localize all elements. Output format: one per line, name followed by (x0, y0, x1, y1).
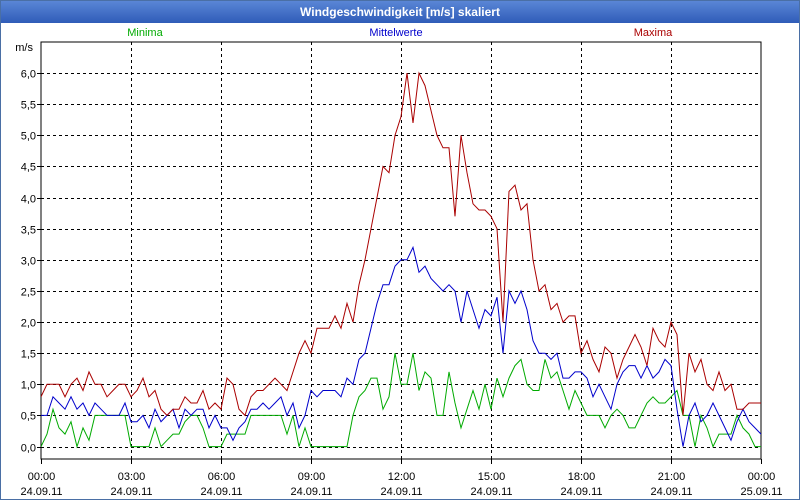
y-tick-label: 2,0 (21, 318, 36, 330)
y-tick-label: 3,5 (21, 225, 36, 237)
series-line-minima (41, 353, 761, 449)
series-lines (41, 71, 761, 449)
x-tick-date-label: 24.09.11 (200, 486, 242, 498)
x-tick-date-label: 24.09.11 (20, 486, 62, 498)
legend-mittelwerte: Mittelwerte (369, 27, 422, 39)
x-tick-time-label: 21:00 (658, 471, 686, 483)
y-tick-label: 3,0 (21, 256, 36, 268)
y-tick-label: 5,0 (21, 131, 36, 143)
series-line-mittelwerte (41, 245, 761, 447)
legend-minima: Minima (127, 27, 163, 39)
x-tick-date-label: 24.09.11 (650, 486, 692, 498)
y-tick-label: 0,5 (21, 411, 36, 423)
x-tick-date-label: 24.09.11 (560, 486, 602, 498)
x-tick-date-label: 25.09.11 (740, 486, 782, 498)
x-tick-date-label: 24.09.11 (470, 486, 512, 498)
x-tick-date-label: 24.09.11 (290, 486, 332, 498)
y-axis-unit-label: m/s (15, 42, 33, 54)
x-tick-time-label: 00:00 (748, 471, 776, 483)
x-tick-time-label: 15:00 (478, 471, 506, 483)
x-tick-time-label: 09:00 (298, 471, 326, 483)
y-tick-label: 5,5 (21, 100, 36, 112)
series-line-maxima (41, 71, 761, 417)
axis-labels: m/s 0,0 0,5 1,0 1,5 2,0 2,5 3,0 3,5 4,0 4,5 5,0 5,5… (15, 42, 782, 498)
x-tick-time-label: 18:00 (568, 471, 596, 483)
legend: Minima Mittelwerte Maxima (127, 27, 673, 39)
y-tick-label: 4,5 (21, 162, 36, 174)
x-tick-time-label: 12:00 (388, 471, 416, 483)
y-tick-label: 4,0 (21, 194, 36, 206)
y-tick-label: 6,0 (21, 69, 36, 81)
y-tick-label: 1,0 (21, 380, 36, 392)
legend-maxima: Maxima (634, 27, 673, 39)
x-tick-date-label: 24.09.11 (110, 486, 152, 498)
grid (37, 42, 762, 464)
y-tick-label: 1,5 (21, 349, 36, 361)
window-title: Windgeschwindigkeit [m/s] skaliert (1, 1, 799, 23)
x-tick-time-label: 00:00 (28, 471, 56, 483)
y-tick-label: 2,5 (21, 287, 36, 299)
x-tick-time-label: 06:00 (208, 471, 236, 483)
x-tick-date-label: 24.09.11 (380, 486, 422, 498)
plot-area (40, 41, 762, 460)
x-tick-time-label: 03:00 (118, 471, 146, 483)
y-tick-label: 0,0 (21, 443, 36, 455)
